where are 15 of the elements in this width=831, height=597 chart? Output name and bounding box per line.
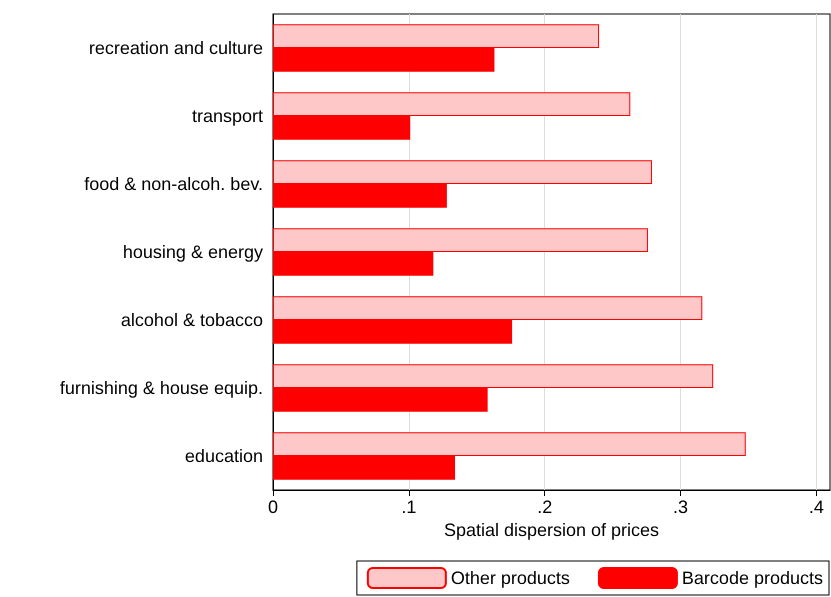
x-tick-label: .4 [808,497,824,517]
x-tick-label: .2 [537,497,552,517]
legend-label: Other products [450,568,570,588]
legend-label: Barcode products [682,568,824,588]
y-tick-label: education [184,446,263,466]
y-tick-label: housing & energy [122,242,263,262]
x-tick-label: 0 [268,497,278,517]
x-tick-label: .3 [673,497,688,517]
x-tick-label: .1 [401,497,416,517]
x-axis-title: Spatial dispersion of prices [444,520,660,540]
y-tick-label: recreation and culture [88,38,263,58]
y-tick-label: alcohol & tobacco [120,310,263,330]
y-tick-label: furnishing & house equip. [60,378,263,398]
y-tick-label: food & non-alcoh. bev. [84,174,263,194]
y-tick-label: transport [192,106,263,126]
